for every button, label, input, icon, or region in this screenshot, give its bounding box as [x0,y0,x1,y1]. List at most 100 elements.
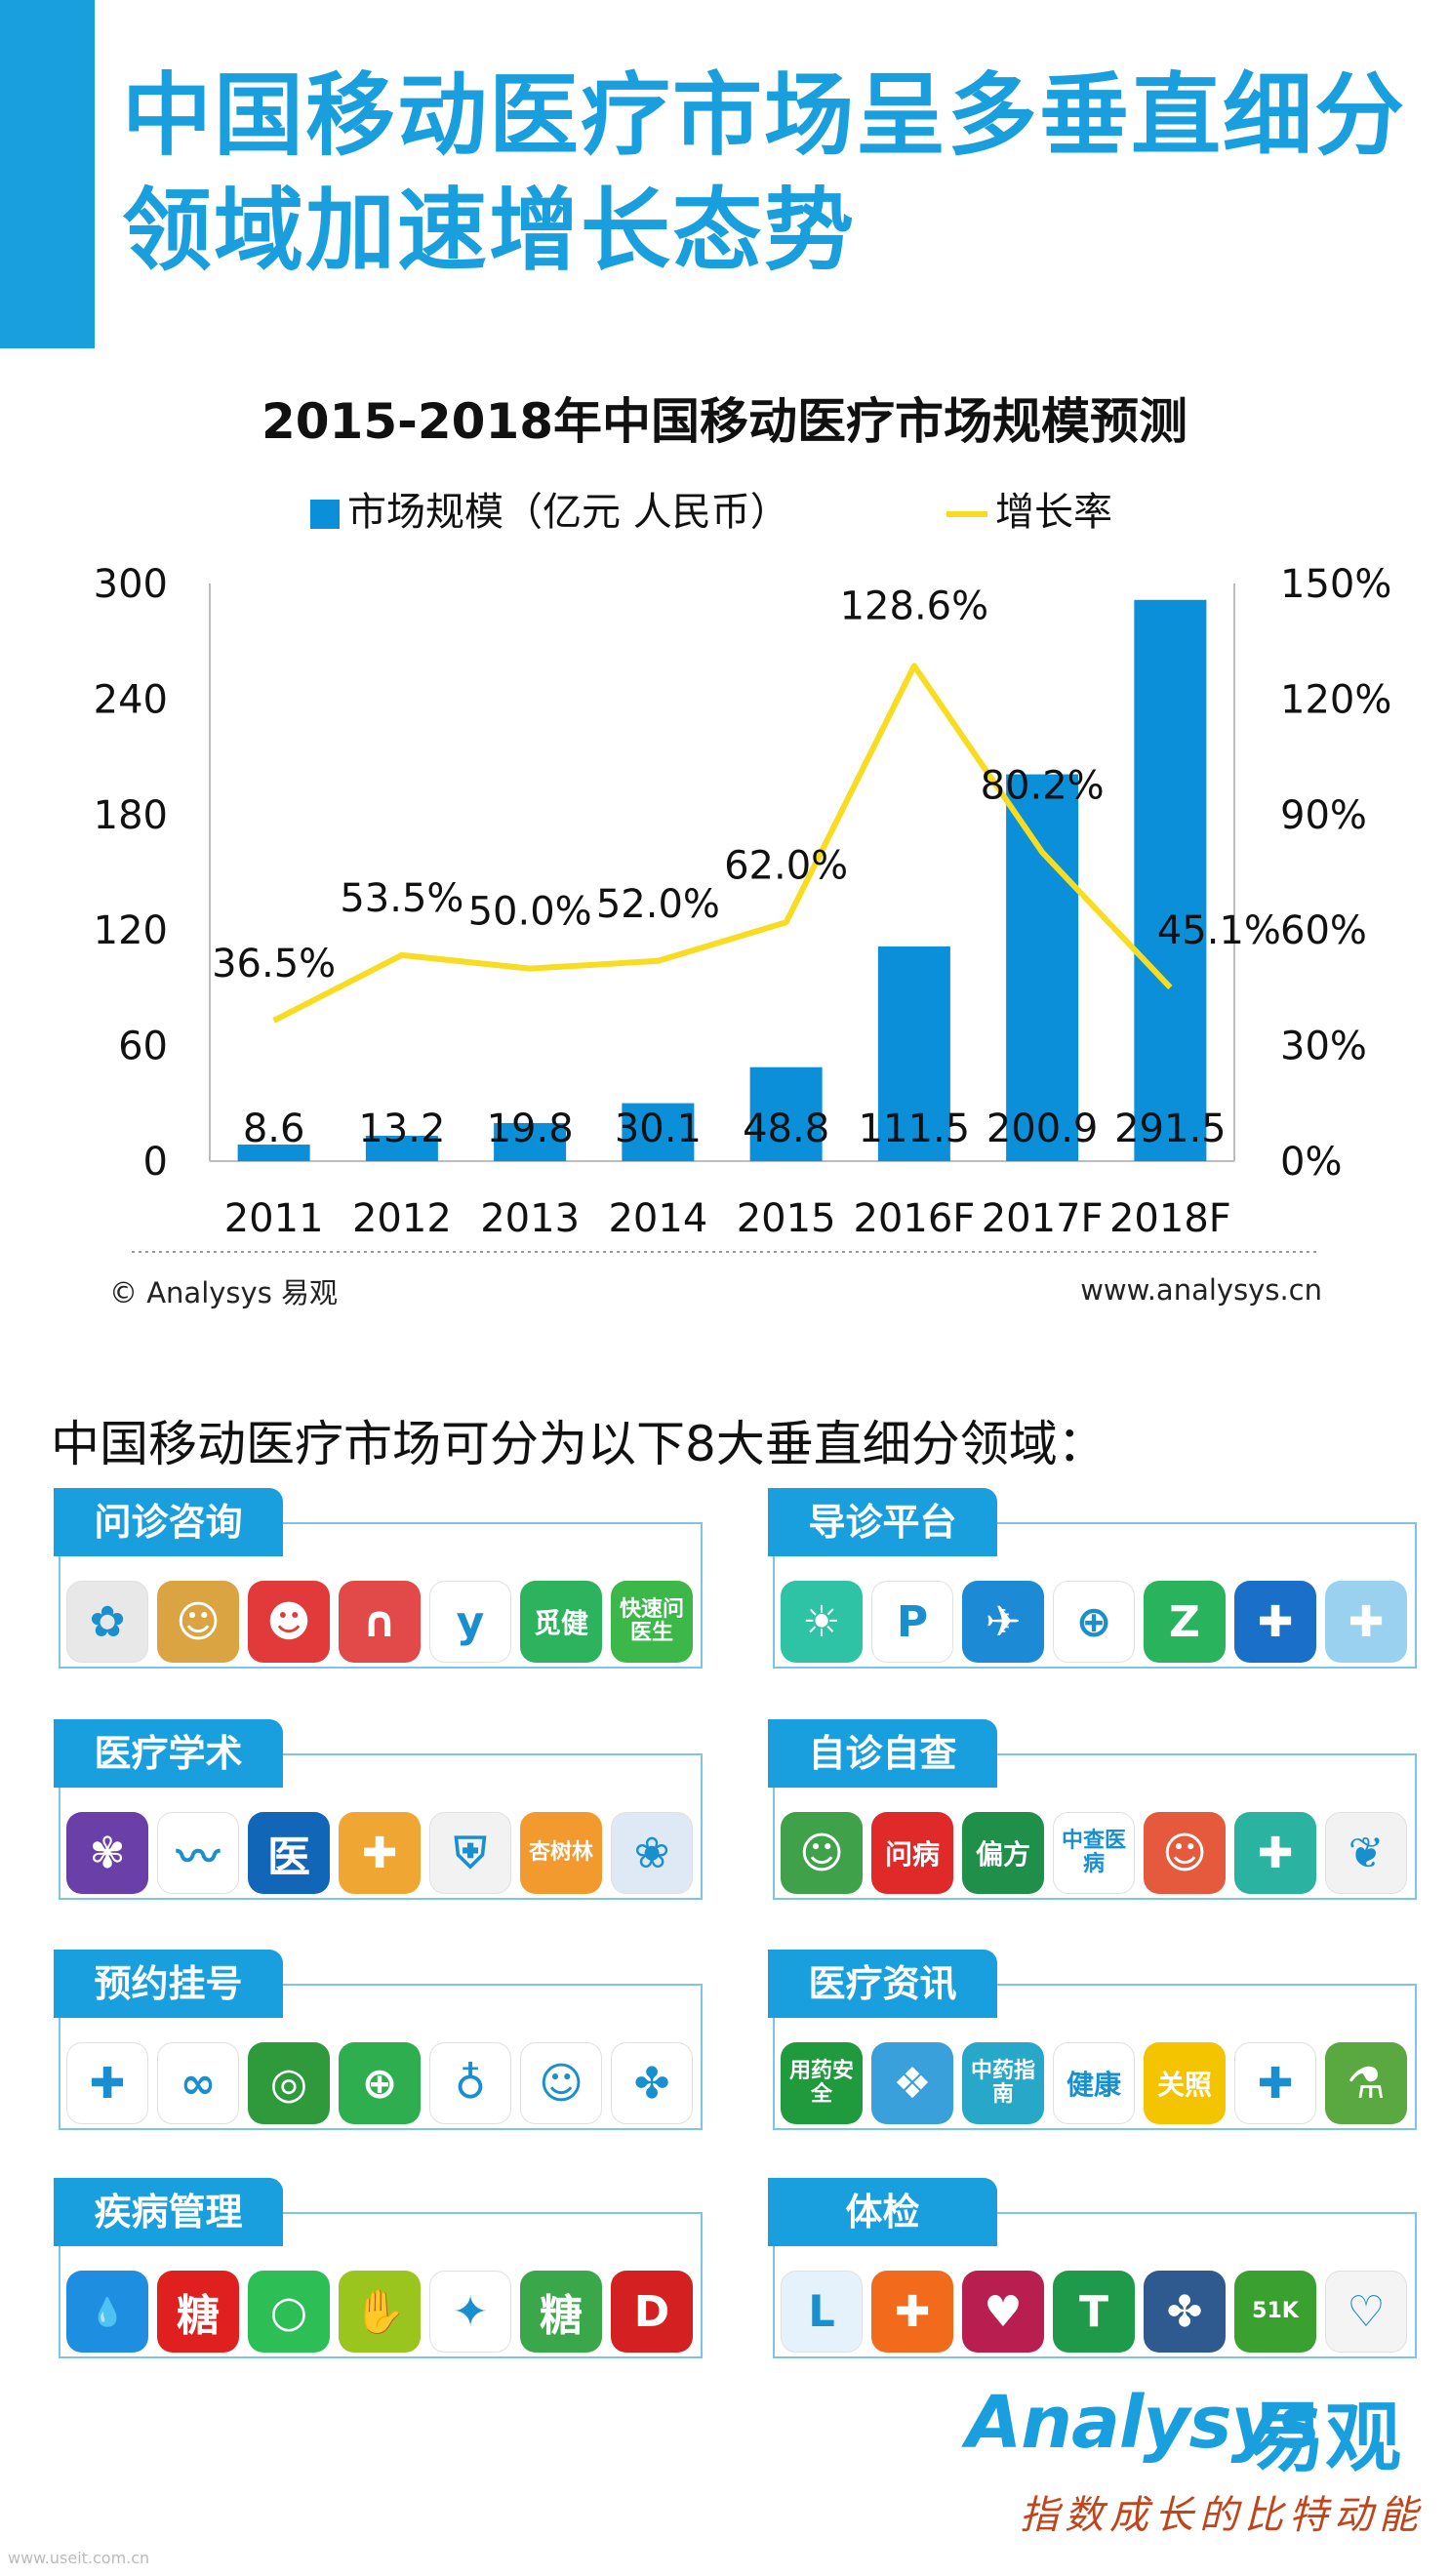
y-right-tick-label: 0% [1280,1140,1342,1185]
x-tick-label: 2017F [982,1196,1104,1241]
x-tick-label: 2012 [352,1196,452,1241]
title-accent-bar [0,0,95,348]
y-left-tick-label: 60 [118,1025,168,1069]
y-right-tick-label: 120% [1280,677,1391,722]
doctor-cartoon-app-icon[interactable]: ☺ [157,1581,239,1663]
yongyao-anquan-app-icon[interactable]: 用药安全 [781,2042,863,2124]
segment-label: 体检 [768,2178,997,2246]
blue-drop-plus-app-icon[interactable]: 💧 [66,2271,148,2353]
blue-heart-app-icon[interactable]: ❀ [611,1812,693,1894]
doctor-avatar-app-icon[interactable]: ☺ [781,1812,863,1894]
p-plus-app-icon[interactable]: P [871,1581,953,1663]
wenbing-app-icon[interactable]: 问病 [871,1812,953,1894]
brand-slogan: 指数成长的比特动能 [1020,2493,1424,2538]
bar-2011 [237,1145,310,1161]
segment-label: 疾病管理 [54,2178,283,2246]
health100-app-icon[interactable]: ♥ [962,2271,1044,2353]
hospital-cross-app-icon[interactable]: ✚ [1234,1581,1316,1663]
bar-2017F [1006,774,1079,1161]
teal-cross-app-icon[interactable]: ✚ [66,2042,148,2124]
jiankang-39-app-icon[interactable]: 健康 [1053,2042,1135,2124]
leaf-cross-app-icon[interactable]: ❦ [1325,1812,1407,1894]
infinity-heart-app-icon[interactable]: ∞ [157,2042,239,2124]
green-swirl-app-icon[interactable]: ◎ [248,2042,330,2124]
segment-card: 医疗资讯用药安全 ❖ 中药指南 健康 关照 ✚ ⚗ [768,1950,1417,2130]
mountain-wave-app-icon[interactable]: 〰 [157,1812,239,1894]
x-tick-label: 2015 [737,1196,836,1241]
y-letter-app-icon[interactable]: y [429,1581,511,1663]
y-right-tick-label: 30% [1280,1025,1367,1069]
flower-app-icon[interactable]: ✿ [66,1581,148,1663]
51k-app-icon[interactable]: 51K [1234,2271,1316,2353]
z-arrow-app-icon[interactable]: Z [1144,1581,1226,1663]
blue-curve-app-icon[interactable]: ᒪ [781,2271,863,2353]
colorful-fan-app-icon[interactable]: ✦ [429,2271,511,2353]
zhongyi-chabing-app-icon[interactable]: 中查医病 [1053,1812,1135,1894]
tang-green-app-icon[interactable]: 糖 [520,2271,602,2353]
legend-line-label: 增长率 [995,490,1112,535]
bar-value-label: 200.9 [986,1107,1099,1151]
kuaisu-wenyisheng-app-icon[interactable]: 快速问医生 [611,1581,693,1663]
growth-rate-label: 45.1% [1157,908,1281,953]
segment-card: 疾病管理 💧 糖 ○ ✋ ✦ 糖 D [54,2178,703,2358]
medical-kit-app-icon[interactable]: ✚ [1234,1812,1316,1894]
y-right-tick-label: 150% [1280,562,1391,607]
y-left-tick-label: 0 [143,1140,168,1185]
segment-card: 问诊咨询 ✿ ☺ ☻ ∩ y 觅健 快速问医生 [54,1488,703,1669]
hand-plus-app-icon[interactable]: ✋ [339,2271,421,2353]
arch-app-icon[interactable]: ∩ [339,1581,421,1663]
green-clover-app-icon[interactable]: ✤ [1144,2271,1226,2353]
segment-label: 医疗资讯 [768,1950,997,2018]
segment-label: 导诊平台 [768,1488,997,1556]
page-title: 中国移动医疗市场呈多垂直细分领域加速增长态势 [122,63,1407,283]
y-left-tick-label: 300 [94,562,168,607]
segments-intro: 中国移动医疗市场可分为以下8大垂直细分领域： [51,1416,1107,1472]
chat-bubble-app-icon[interactable]: ☻ [248,1581,330,1663]
xingshulin-app-icon[interactable]: 杏树林 [520,1812,602,1894]
x-tick-label: 2014 [608,1196,707,1241]
color-petals-app-icon[interactable]: ✤ [611,2042,693,2124]
sun-sprout-app-icon[interactable]: ☀ [781,1581,863,1663]
segment-icon-row: 用药安全 ❖ 中药指南 健康 关照 ✚ ⚗ [781,2042,1407,2124]
mijian-app-icon[interactable]: 觅健 [520,1581,602,1663]
green-circle-app-icon[interactable]: ○ [248,2271,330,2353]
heart-check-app-icon[interactable]: ♡ [1325,2271,1407,2353]
butterfly-app-icon[interactable]: ✾ [66,1812,148,1894]
analysys-logo: Analysys 易观 [937,2381,1415,2482]
cross-diamond-app-icon[interactable]: ✚ [1234,2042,1316,2124]
growth-rate-label: 80.2% [981,763,1105,808]
hospital-seal-app-icon[interactable]: ⊕ [1053,1581,1135,1663]
bar-value-label: 291.5 [1114,1107,1227,1151]
green-apple-app-icon[interactable]: ☺ [520,2042,602,2124]
segment-card: 导诊平台 ☀ P ✈ ⊕ Z ✚ ✚ [768,1488,1417,1669]
d-nurse-app-icon[interactable]: D [611,2271,693,2353]
blue-drop-app-icon[interactable]: ❖ [871,2042,953,2124]
bird-app-icon[interactable]: ✈ [962,1581,1044,1663]
website-text[interactable]: www.analysys.cn [1080,1273,1322,1307]
bar-value-label: 30.1 [615,1107,702,1151]
segment-card: 体检 ᒪ ✚ ♥ T ✤ 51K ♡ [768,2178,1417,2358]
tang-red-app-icon[interactable]: 糖 [157,2271,239,2353]
pianfang-app-icon[interactable]: 偏方 [962,1812,1044,1894]
growth-rate-label: 52.0% [596,882,720,927]
bar-value-label: 19.8 [487,1107,574,1151]
bar-2013 [494,1122,567,1161]
legend-bar-label: 市场规模（亿元 人民币） [347,490,789,535]
cross-hand-app-icon[interactable]: ✚ [1325,1581,1407,1663]
green-t-app-icon[interactable]: T [1053,2271,1135,2353]
zhongyao-zhinan-app-icon[interactable]: 中药指南 [962,2042,1044,2124]
bar-2018F [1134,599,1207,1161]
orange-cross-app-icon[interactable]: ✚ [339,1812,421,1894]
cartoon-kid-app-icon[interactable]: ☺ [1144,1812,1226,1894]
stethoscope-app-icon[interactable]: ♁ [429,2042,511,2124]
logo-cn: 易观 [1249,2395,1402,2482]
mortar-pestle-app-icon[interactable]: ⚗ [1325,2042,1407,2124]
guanzhao-app-icon[interactable]: 关照 [1144,2042,1226,2124]
green-ring-plus-app-icon[interactable]: ⊕ [339,2042,421,2124]
orange-cross-circle-app-icon[interactable]: ✚ [871,2271,953,2353]
bar-2012 [365,1135,438,1161]
shield-emblem-app-icon[interactable]: ⛨ [429,1812,511,1894]
y-left-tick-label: 240 [94,677,168,722]
yi-character-app-icon[interactable]: 医 [248,1812,330,1894]
bar-value-label: 13.2 [358,1107,445,1151]
